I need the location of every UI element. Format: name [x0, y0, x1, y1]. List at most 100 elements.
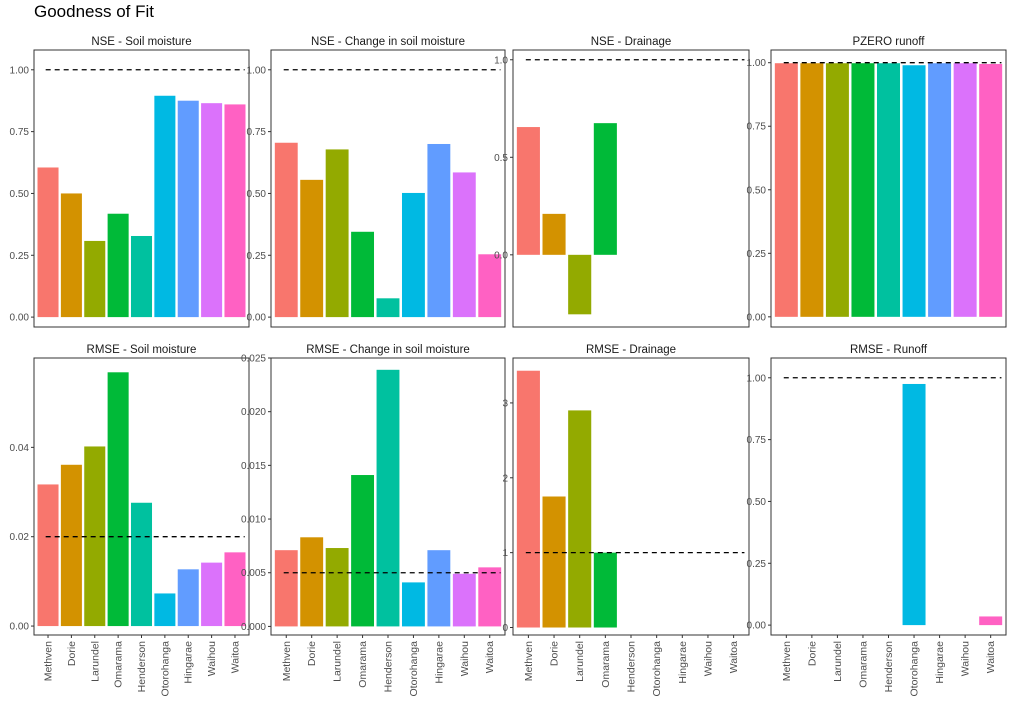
y-tick-label: 1 — [502, 548, 508, 559]
bar-omarama — [107, 372, 129, 627]
bar-waihou — [201, 562, 223, 627]
x-tick-label: Dorie — [549, 641, 561, 666]
x-tick-label: Henderson — [136, 641, 148, 693]
bar-omarama — [593, 123, 617, 255]
panel-title: RMSE - Soil moisture — [87, 344, 197, 356]
bar-henderson — [376, 298, 400, 318]
x-tick-label: Otorohanga — [159, 641, 171, 697]
bar-methven — [274, 550, 298, 627]
bar-waitoa — [478, 567, 502, 627]
bar-waitoa — [979, 616, 1003, 626]
bar-methven — [37, 484, 59, 627]
y-tick-label: 0.015 — [241, 461, 266, 472]
panel-title: NSE - Soil moisture — [91, 36, 191, 48]
panel-title: RMSE - Drainage — [586, 344, 676, 356]
x-tick-label: Methven — [43, 641, 55, 681]
y-tick-label: 0.010 — [241, 515, 266, 526]
bar-dorie — [542, 496, 566, 628]
x-tick-label: Methven — [781, 641, 793, 681]
x-tick-label: Otorohanga — [651, 641, 663, 697]
bar-larundel — [568, 254, 592, 315]
x-tick-label: Waitoa — [728, 641, 740, 673]
bar-methven — [274, 142, 298, 318]
x-tick-label: Larundel — [332, 641, 344, 682]
x-tick-label: Dorie — [306, 641, 318, 666]
bar-waihou — [201, 103, 223, 318]
y-tick-label: 0.04 — [10, 443, 30, 454]
y-tick-label: 1.00 — [247, 65, 267, 76]
y-tick-label: 0.50 — [747, 497, 767, 508]
bar-larundel — [568, 410, 592, 628]
page-title: Goodness of Fit — [34, 2, 155, 21]
y-tick-label: 0.25 — [747, 249, 767, 260]
bar-hingarae — [177, 569, 199, 627]
bar-dorie — [60, 464, 82, 627]
facet-panel: NSE - Soil moisture 0.00 0.25 0.50 0.75 1.00 — [10, 36, 250, 328]
y-tick-label: 0.00 — [747, 621, 767, 632]
facet-panel: NSE - Drainage 0.0 0.5 1.0 — [494, 36, 750, 328]
bar-hingarae — [427, 143, 451, 318]
bar-dorie — [300, 537, 324, 627]
bar-otorohanga — [154, 95, 176, 318]
bar-omarama — [593, 552, 617, 628]
bar-larundel — [325, 149, 349, 318]
y-tick-label: 1.0 — [494, 55, 508, 66]
y-tick-label: 0.50 — [247, 189, 267, 200]
bar-dorie — [800, 63, 824, 317]
y-tick-label: 0.000 — [241, 622, 266, 633]
x-tick-label: Larundel — [832, 641, 844, 682]
y-tick-label: 0.25 — [247, 251, 267, 262]
bar-omarama — [351, 231, 375, 318]
x-tick-label: Henderson — [383, 641, 395, 693]
bar-methven — [37, 167, 59, 318]
bar-otorohanga — [401, 192, 425, 318]
x-tick-label: Hingarae — [183, 641, 195, 684]
y-tick-label: 0.75 — [247, 127, 267, 138]
bar-waitoa — [478, 254, 502, 318]
bar-waihou — [953, 63, 977, 317]
bar-waitoa — [224, 104, 246, 318]
x-tick-label: Omarama — [357, 641, 369, 688]
y-tick-label: 0.25 — [10, 251, 30, 262]
bar-larundel — [825, 63, 849, 317]
facet-panel: RMSE - Change in soil moisture 0.000 0.005… — [241, 344, 506, 696]
x-tick-label: Hingarae — [677, 641, 689, 684]
y-tick-label: 0.00 — [247, 313, 267, 324]
bar-larundel — [84, 240, 106, 318]
y-tick-label: 0.50 — [10, 189, 30, 200]
bar-methven — [516, 127, 540, 255]
panel-title: PZERO runoff — [852, 36, 925, 48]
x-tick-label: Omarama — [857, 641, 869, 688]
x-tick-label: Waihou — [702, 641, 714, 676]
panel-title: NSE - Change in soil moisture — [311, 36, 465, 48]
x-tick-label: Hingarae — [433, 641, 445, 684]
x-tick-label: Omarama — [600, 641, 612, 688]
bar-waihou — [452, 172, 476, 318]
x-tick-label: Otorohanga — [909, 641, 921, 697]
y-tick-label: 0.0 — [494, 250, 508, 261]
bar-hingarae — [427, 550, 451, 627]
bar-omarama — [851, 63, 875, 317]
bar-hingarae — [177, 100, 199, 318]
panel-border — [770, 357, 1007, 636]
y-tick-label: 0.020 — [241, 407, 266, 418]
panel-title: RMSE - Change in soil moisture — [306, 344, 470, 356]
bar-methven — [516, 370, 540, 628]
facet-panel: RMSE - Soil moisture 0.00 0.02 0.04 Methven D… — [10, 344, 250, 697]
y-tick-label: 0.5 — [494, 153, 508, 164]
panel-title: NSE - Drainage — [591, 36, 672, 48]
x-tick-label: Waitoa — [484, 641, 496, 673]
bar-omarama — [351, 475, 375, 627]
bar-henderson — [130, 235, 153, 318]
facet-panel: PZERO runoff 0.00 0.25 0.50 0.75 1.00 — [747, 36, 1007, 328]
y-tick-label: 0.00 — [747, 312, 767, 323]
bar-methven — [774, 63, 798, 317]
y-tick-label: 1.00 — [10, 65, 30, 76]
panel-title: RMSE - Runoff — [850, 344, 928, 356]
y-tick-label: 0.25 — [747, 559, 767, 570]
x-tick-label: Dorie — [806, 641, 818, 666]
x-tick-label: Waihou — [459, 641, 471, 676]
y-tick-label: 2 — [502, 473, 508, 484]
x-tick-label: Waitoa — [229, 641, 241, 673]
